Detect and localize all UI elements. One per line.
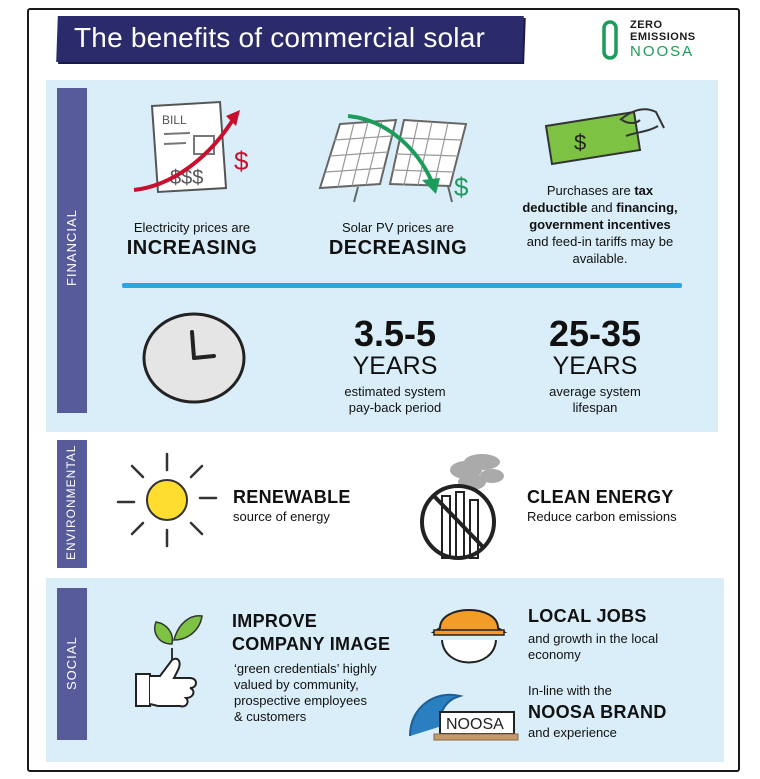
clean-energy-sub: Reduce carbon emissions (527, 509, 677, 524)
company-image-desc-4: & customers (234, 709, 307, 724)
thumbs-up-plant-icon (135, 615, 203, 708)
company-image-head-1: IMPROVE (232, 611, 318, 631)
svg-text:$: $ (574, 130, 586, 155)
noosa-wave-sign-icon: NOOSA (409, 693, 519, 741)
financial-label: FINANCIAL (64, 209, 79, 286)
payback-unit: YEARS (352, 352, 438, 380)
svg-text:$: $ (234, 146, 249, 176)
social-tab (57, 588, 87, 740)
lifespan-value: 25-35 (548, 313, 642, 354)
company-image-desc-1: ‘green credentials’ highly (234, 661, 377, 676)
renewable-sub: source of energy (233, 509, 330, 524)
environmental-label: ENVIRONMENTAL (64, 444, 78, 560)
lifespan-unit: YEARS (552, 352, 638, 380)
zero-emissions-logo-icon (602, 20, 618, 60)
svg-text:$: $ (454, 172, 469, 202)
clean-energy-head: CLEAN ENERGY (527, 487, 674, 507)
local-jobs-head: LOCAL JOBS (528, 606, 647, 626)
solar-panel-icon: $ (318, 114, 469, 203)
electricity-text: Electricity prices are (133, 220, 251, 235)
company-image-head-2: COMPANY IMAGE (232, 634, 391, 654)
renewable-head: RENEWABLE (233, 487, 351, 507)
lifespan-desc-1: average system (549, 384, 641, 399)
money-hand-icon: $ (544, 108, 665, 166)
logo-line-3: NOOSA (630, 43, 695, 60)
financial-tab (57, 88, 87, 413)
company-image-desc-3: prospective employees (234, 693, 367, 708)
solar-emph: DECREASING (328, 237, 468, 259)
financial-divider (122, 283, 682, 288)
logo-line-2: EMISSIONS (630, 31, 696, 43)
lifespan-desc-2: lifespan (572, 400, 618, 415)
page-title: The benefits of commercial solar (74, 22, 486, 53)
logo-line-1: ZERO (630, 19, 663, 31)
payback-value: 3.5-5 (353, 313, 437, 354)
noosa-sign-text: NOOSA (446, 716, 504, 733)
hard-hat-worker-icon (430, 609, 508, 664)
solar-text: Solar PV prices are (342, 220, 454, 235)
payback-desc-1: estimated system (344, 384, 446, 399)
social-panel (46, 578, 724, 762)
brand-post: and experience (528, 725, 617, 740)
company-image-desc-2: valued by community, (234, 677, 359, 692)
bill-label: BILL (162, 113, 187, 127)
local-jobs-desc-2: economy (528, 647, 581, 662)
payback-desc-2: pay-back period (348, 400, 442, 415)
social-label: SOCIAL (64, 636, 79, 690)
noosa-brand-head: NOOSA BRAND (528, 702, 667, 722)
brand-pre: In-line with the (528, 683, 612, 698)
local-jobs-desc-1: and growth in the local (528, 631, 659, 646)
electricity-emph: INCREASING (126, 237, 258, 259)
bill-icon: BILL $$$ $ (133, 100, 249, 194)
sun-icon (116, 452, 218, 548)
clock-icon (142, 312, 246, 404)
purchases-text: Purchases are tax deductible and financi… (522, 183, 678, 266)
no-emissions-icon (420, 454, 504, 560)
environmental-tab (57, 440, 87, 568)
